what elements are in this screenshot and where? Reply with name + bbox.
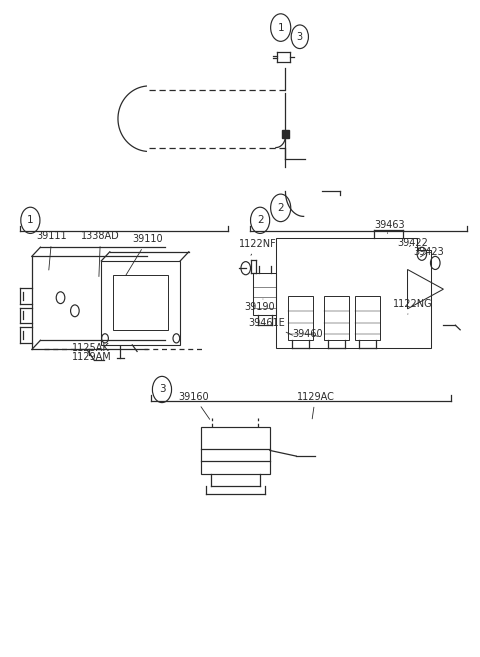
Text: 39110: 39110: [126, 235, 163, 276]
Text: 1: 1: [27, 215, 34, 225]
Text: 2: 2: [257, 215, 264, 225]
Bar: [355, 296, 380, 340]
Bar: [101, 261, 180, 345]
Text: 1338AD: 1338AD: [81, 231, 120, 277]
Bar: [113, 275, 168, 330]
Text: 39463: 39463: [374, 220, 405, 233]
Bar: [201, 427, 270, 474]
Text: 2: 2: [277, 203, 284, 213]
Bar: [253, 273, 276, 315]
Text: 39422: 39422: [397, 238, 428, 248]
Bar: [288, 296, 313, 340]
Text: 1125AK: 1125AK: [72, 344, 109, 353]
Text: 3: 3: [297, 32, 303, 42]
Text: 1122NG: 1122NG: [393, 298, 433, 314]
Text: 3: 3: [159, 384, 165, 394]
Text: 1129AC: 1129AC: [297, 392, 335, 419]
Text: 39111: 39111: [36, 231, 67, 270]
Text: 39423: 39423: [413, 247, 444, 257]
Text: 1122NF: 1122NF: [239, 239, 276, 256]
Bar: [282, 129, 288, 138]
Text: 39461E: 39461E: [249, 318, 292, 335]
Text: 39160: 39160: [179, 392, 210, 419]
Text: 39190: 39190: [244, 299, 275, 312]
Text: 39460: 39460: [293, 328, 323, 339]
Bar: [324, 296, 348, 340]
Text: 1: 1: [277, 22, 284, 33]
Text: 1129AM: 1129AM: [72, 352, 111, 362]
